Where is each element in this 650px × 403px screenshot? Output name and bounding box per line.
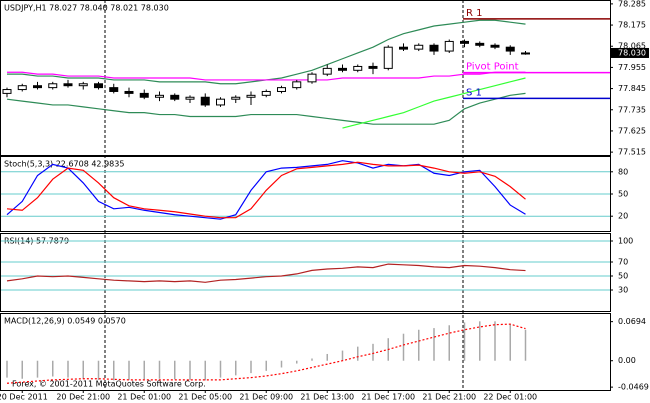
candle-body [17, 85, 27, 91]
candle-body [231, 96, 241, 100]
x-tick-label: 21 Dec 09:00 [239, 393, 293, 402]
x-tick-label: 21 Dec 13:00 [300, 393, 354, 402]
candle-body [444, 40, 454, 52]
rsi-panel [0, 233, 611, 312]
series-line [6, 92, 526, 125]
y-tick-label: 0.00 [618, 356, 636, 365]
candle-body [505, 46, 515, 52]
candle-body [521, 52, 530, 55]
panel-title: MACD(12,26,9) 0.0549 0.0570 [4, 317, 126, 326]
panel-title: USDJPY,H1 78.027 78.040 78.021 78.030 [4, 4, 169, 13]
y-tick-label: 70 [618, 258, 628, 267]
y-tick-label: 20 [618, 212, 628, 221]
candle-body [33, 85, 42, 89]
candle-body [155, 94, 164, 98]
candle-body [2, 89, 12, 94]
candle-body [261, 90, 271, 96]
candle-body [490, 44, 500, 48]
y-tick-label: 77.625 [618, 126, 646, 135]
last-price-box [611, 47, 649, 58]
candle-body [277, 87, 286, 92]
candle-body [185, 96, 195, 100]
candle-body [292, 81, 302, 89]
candle-body [48, 83, 58, 89]
pivot-label: Pivot Point [466, 62, 519, 73]
candle-body [200, 96, 210, 106]
candle-body [307, 73, 317, 83]
x-tick-label: 21 Dec 21:00 [422, 393, 476, 402]
panel-title: Stoch(5,3,3) 22.6708 42.9835 [4, 160, 124, 169]
y-tick-label: 50 [618, 190, 628, 199]
candle-body [78, 83, 88, 87]
series-line [7, 71, 526, 81]
footer: Forex, © 2001-2011 MetaQuotes Software C… [12, 380, 206, 389]
candle-body [124, 90, 134, 94]
y-tick-label: 77.515 [618, 148, 646, 157]
x-tick-label: 21 Dec 17:00 [361, 393, 415, 402]
pivot-label: R 1 [466, 8, 483, 19]
candle-body [414, 44, 424, 50]
y-tick-label: 100 [618, 237, 633, 246]
candle-body [170, 94, 180, 100]
y-tick-label: 50 [618, 272, 628, 281]
series-line [6, 323, 526, 384]
macd-panel [0, 313, 611, 391]
x-tick-label: 21 Dec 01:00 [117, 393, 171, 402]
candle-body [383, 46, 393, 69]
x-tick-label: 20 Dec 2011 [0, 393, 48, 402]
candle-body [216, 98, 225, 106]
candle-body [429, 44, 439, 52]
y-tick-label: 30 [618, 286, 628, 295]
y-tick-label: -0.0469 [618, 383, 649, 392]
candle-body [368, 65, 378, 69]
y-tick-label: 77.955 [618, 63, 646, 72]
x-tick-label: 22 Dec 01:00 [483, 393, 537, 402]
y-tick-label: 77.845 [618, 84, 646, 93]
candle-body [246, 94, 256, 98]
candle-body [63, 83, 73, 87]
candle-body [139, 92, 149, 98]
y-tick-label: 78.175 [618, 21, 646, 30]
last-price-label: 78.030 [618, 48, 646, 57]
series-line [6, 161, 526, 219]
candle-body [109, 87, 119, 92]
y-tick-label: 78.285 [618, 0, 646, 8]
series-line [342, 77, 526, 129]
main-panel [0, 0, 611, 156]
candle-body [353, 65, 363, 71]
x-tick-label: 21 Dec 05:00 [178, 393, 232, 402]
pivot-label: S 1 [466, 87, 482, 98]
series-line [6, 160, 526, 220]
y-tick-label: 77.735 [618, 105, 646, 114]
candle-body [338, 67, 347, 71]
y-tick-label: 80 [618, 167, 628, 176]
candle-body [399, 46, 408, 50]
candle-body [94, 83, 103, 89]
candle-body [475, 42, 485, 46]
candle-body [460, 40, 469, 44]
series-line [7, 19, 526, 85]
y-tick-label: 0.0694 [618, 317, 646, 326]
candle-body [322, 67, 332, 75]
y-tick-label: 78.065 [618, 42, 646, 51]
x-tick-label: 20 Dec 21:00 [56, 393, 110, 402]
series-line [6, 263, 526, 283]
